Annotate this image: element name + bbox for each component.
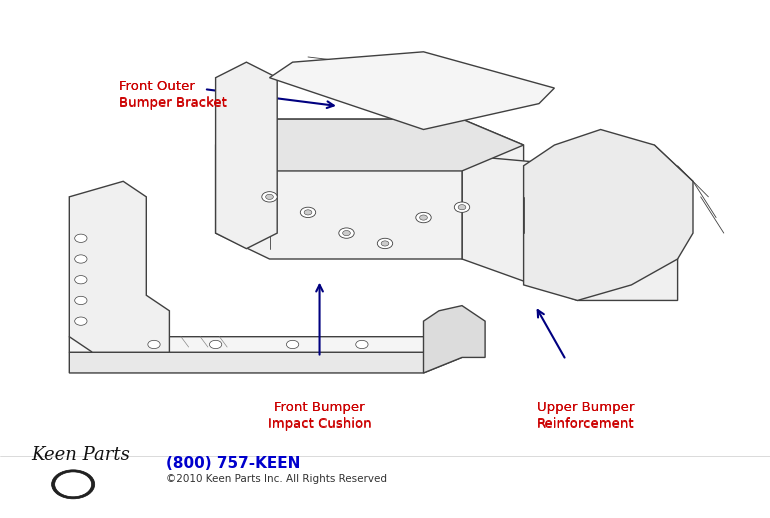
Circle shape — [75, 234, 87, 242]
Polygon shape — [216, 119, 524, 171]
Polygon shape — [69, 321, 462, 352]
Text: Keen Parts: Keen Parts — [31, 445, 129, 464]
Circle shape — [75, 255, 87, 263]
Circle shape — [75, 317, 87, 325]
Text: Front Bumper
Impact Cushion: Front Bumper Impact Cushion — [268, 401, 371, 430]
Polygon shape — [462, 155, 678, 300]
Circle shape — [454, 202, 470, 212]
Circle shape — [304, 210, 312, 215]
Circle shape — [377, 238, 393, 249]
Circle shape — [148, 340, 160, 349]
Circle shape — [209, 340, 222, 349]
Polygon shape — [216, 62, 277, 249]
Polygon shape — [424, 306, 485, 373]
Polygon shape — [69, 337, 462, 373]
Text: Front Bumper
Impact Cushion: Front Bumper Impact Cushion — [268, 401, 371, 431]
Circle shape — [286, 340, 299, 349]
Circle shape — [75, 276, 87, 284]
Polygon shape — [69, 181, 169, 352]
Polygon shape — [524, 130, 693, 300]
Circle shape — [416, 212, 431, 223]
Circle shape — [266, 194, 273, 199]
Text: Front Outer
Bumper Bracket: Front Outer Bumper Bracket — [119, 80, 227, 110]
Text: Upper Bumper
Reinforcement: Upper Bumper Reinforcement — [537, 401, 634, 430]
Polygon shape — [270, 52, 554, 130]
Circle shape — [458, 205, 466, 210]
Circle shape — [75, 296, 87, 305]
Text: Front Outer
Bumper Bracket: Front Outer Bumper Bracket — [119, 80, 227, 109]
Circle shape — [381, 241, 389, 246]
Circle shape — [262, 192, 277, 202]
Text: ©2010 Keen Parts Inc. All Rights Reserved: ©2010 Keen Parts Inc. All Rights Reserve… — [166, 474, 387, 484]
Polygon shape — [216, 119, 524, 259]
Circle shape — [339, 228, 354, 238]
Circle shape — [55, 472, 92, 497]
Circle shape — [356, 340, 368, 349]
Text: Upper Bumper
Reinforcement: Upper Bumper Reinforcement — [537, 401, 634, 431]
Circle shape — [343, 231, 350, 236]
Circle shape — [420, 215, 427, 220]
Circle shape — [52, 470, 95, 499]
Text: (800) 757-KEEN: (800) 757-KEEN — [166, 456, 300, 471]
Circle shape — [300, 207, 316, 218]
